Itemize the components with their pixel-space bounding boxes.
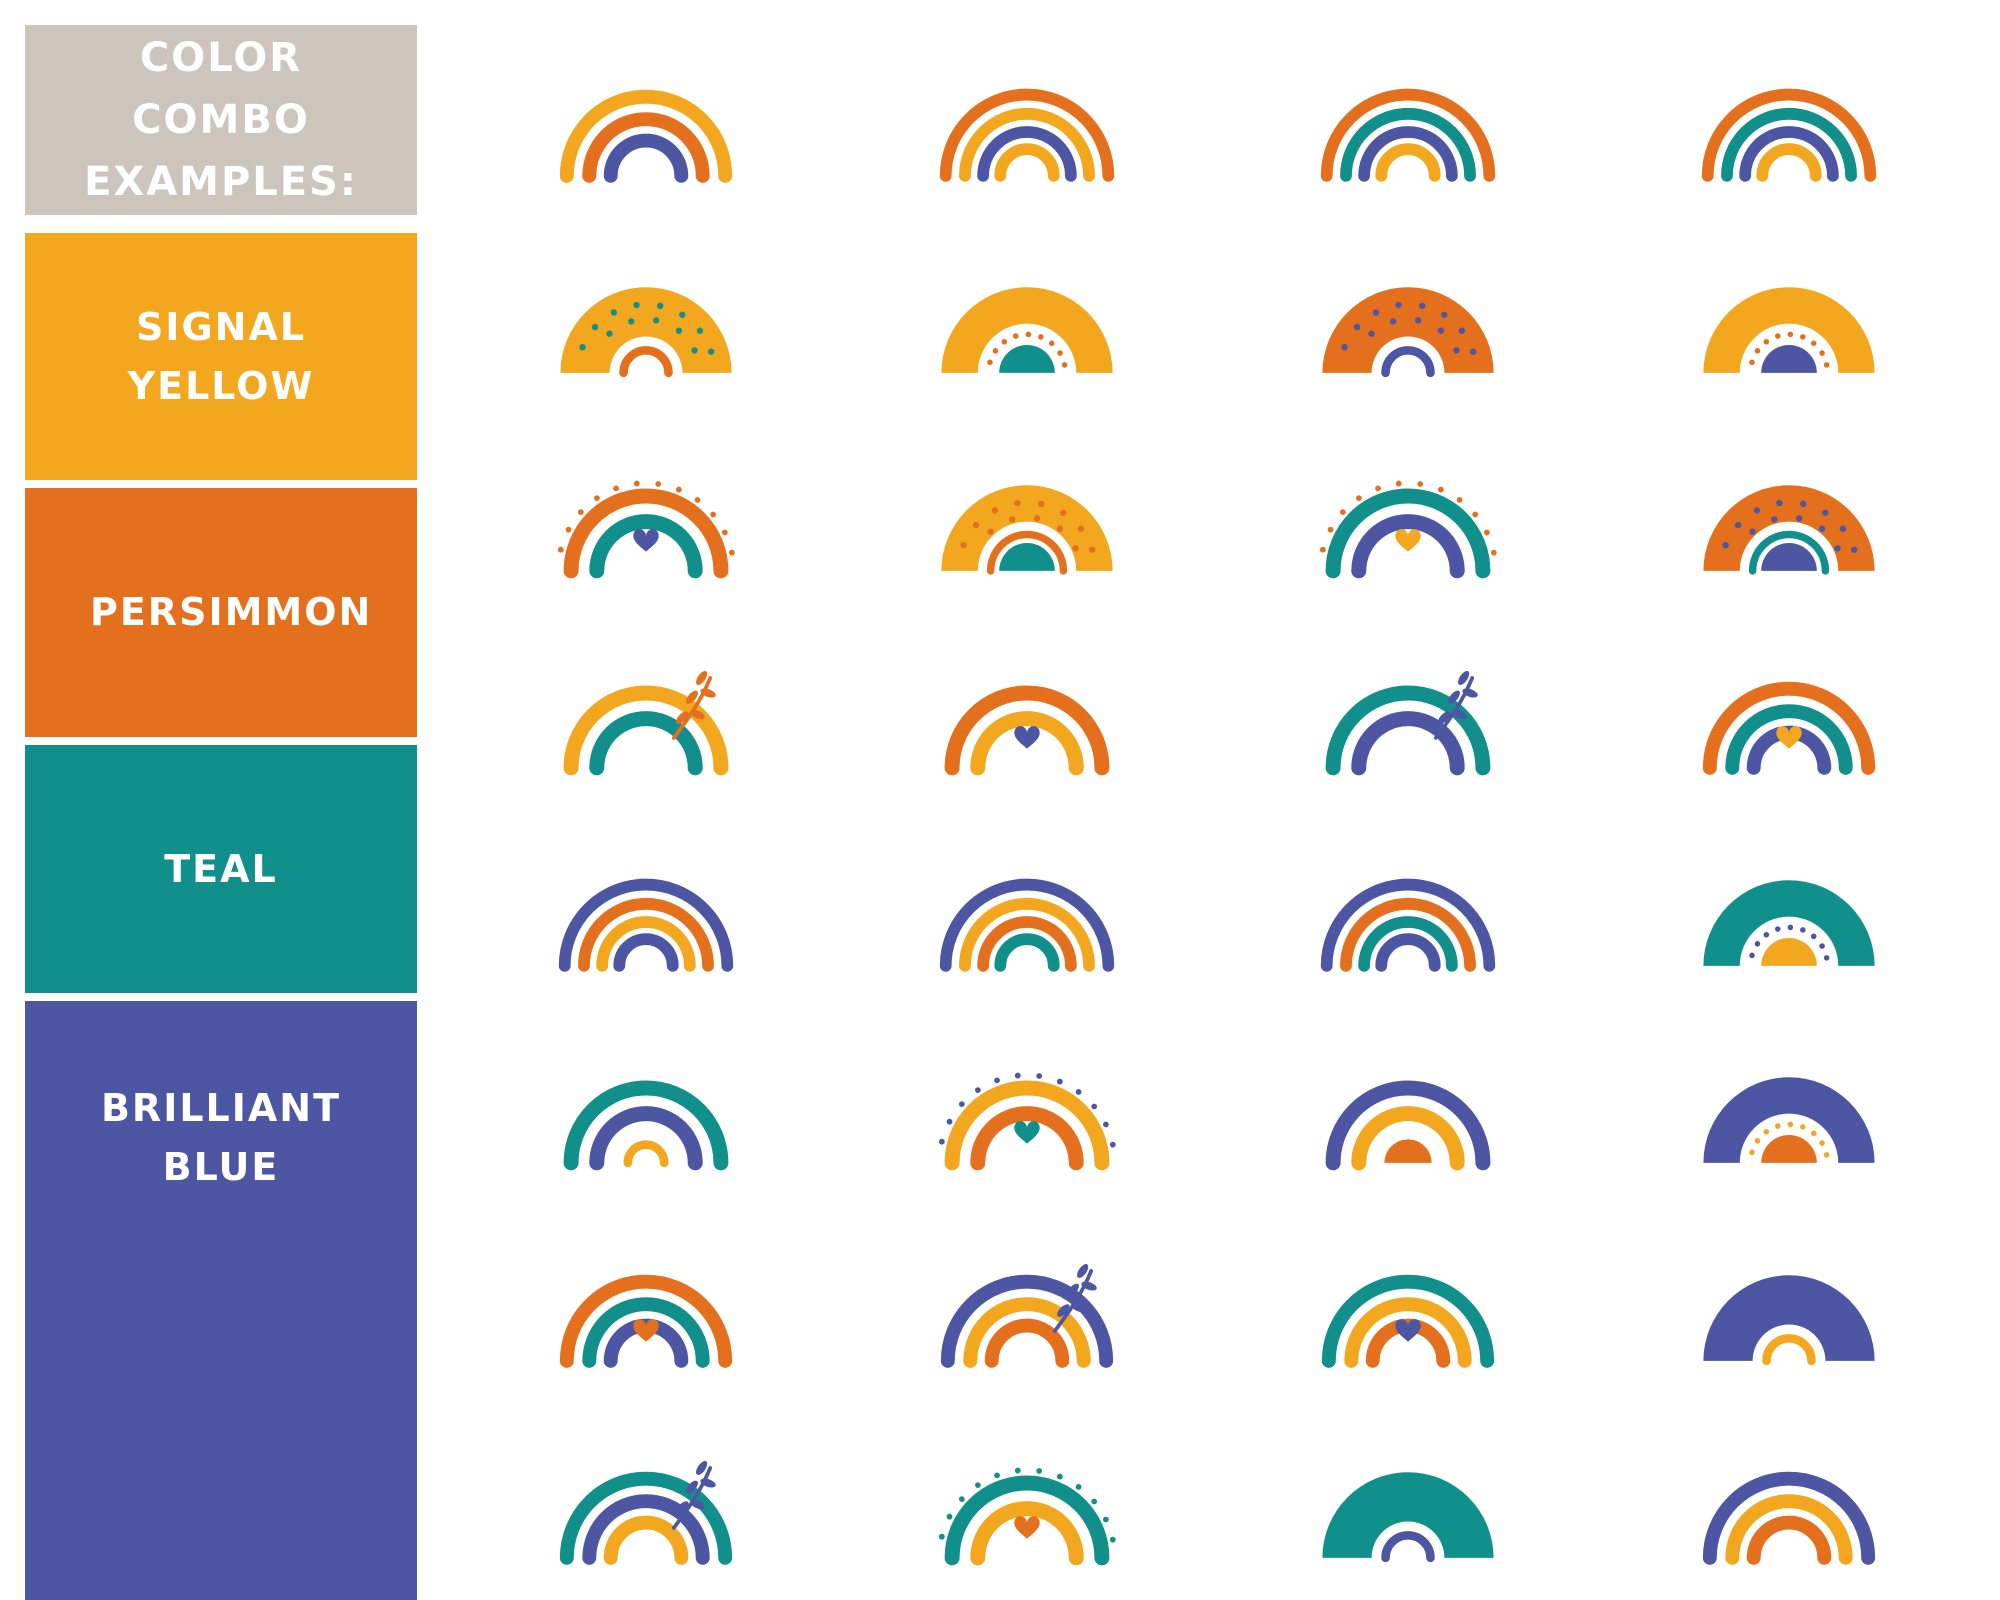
rainbow-illustration [939,878,1115,972]
rainbow-illustration [563,671,729,776]
rainbow-cell [455,405,836,603]
rainbow-cell [1599,603,1980,801]
rainbow-cell [455,10,836,208]
heart-icon [1395,528,1421,552]
rainbow-illustration [1703,1275,1875,1365]
rainbow-cell [1218,800,1599,998]
rainbow-illustration [944,685,1110,776]
heart-icon [1776,726,1803,749]
rainbow-cell [836,1195,1217,1393]
rainbow-cell [1599,998,1980,1196]
rainbow-illustration [1703,485,1875,575]
leaf-branch-icon [1434,671,1478,741]
rainbow-illustration [938,1072,1116,1171]
rainbow-illustration [1703,287,1875,374]
rainbow-cell [455,1195,836,1393]
rainbow-cell [836,405,1217,603]
rainbow-cell [1599,10,1980,208]
rainbow-illustration [1703,1077,1875,1164]
swatch-label: BRILLIANT BLUE [100,1086,342,1189]
heart-icon [632,528,659,552]
rainbow-cell [836,998,1217,1196]
swatch-persimmon: PERSIMMON [25,488,417,737]
rainbow-cell [455,603,836,801]
swatch-label: PERSIMMON [90,590,373,635]
rainbow-illustration [1320,88,1496,182]
legend-title-block: COLOR COMBO EXAMPLES: [25,25,417,215]
rainbow-cell [1218,998,1599,1196]
rainbow-illustration [1321,1274,1495,1368]
swatch-teal: TEAL [25,745,417,993]
rainbow-illustration [1703,880,1875,966]
rainbow-illustration [563,1080,729,1171]
rainbow-cell [1218,10,1599,208]
rainbow-cell [1599,800,1980,998]
leaf-branch-icon [671,671,716,741]
rainbow-illustration [1703,681,1876,776]
rainbow-cell [1218,208,1599,406]
rainbow-cell [1599,1393,1980,1591]
rainbow-illustration [1322,1472,1494,1563]
rainbow-illustration [1325,1080,1491,1171]
rainbow-illustration [1322,287,1494,378]
rainbow-cell [1218,603,1599,801]
rainbow-illustration [559,1274,732,1368]
rainbow-cell [836,800,1217,998]
rainbow-illustration [559,89,732,183]
rainbow-cell [455,998,836,1196]
rainbow-cell [455,800,836,998]
rainbow-illustration [941,485,1113,575]
rainbow-illustration [940,1263,1114,1368]
swatch-brilliant-blue: BRILLIANT BLUE [25,1001,417,1600]
rainbow-cell [455,1393,836,1591]
rainbow-illustration [1320,878,1496,972]
rainbow-illustration [939,88,1115,182]
rainbow-illustration [560,287,732,378]
swatch-signal-yellow: SIGNAL YELLOW [25,233,417,480]
rainbow-cell [1218,405,1599,603]
heart-icon [1014,1516,1040,1539]
swatch-label: TEAL [164,846,278,891]
rainbow-illustration [938,1467,1116,1566]
heart-icon [1395,1318,1421,1342]
rainbow-cell [836,10,1217,208]
heart-icon [1014,1121,1040,1144]
rainbow-cell [836,208,1217,406]
leaf-branch-icon [671,1461,716,1531]
rainbow-illustration [1320,480,1497,579]
heart-icon [632,1318,659,1342]
legend-title-text: COLOR COMBO EXAMPLES: [84,35,358,205]
swatch-label: SIGNAL YELLOW [127,304,315,408]
rainbow-grid [455,10,1980,1590]
rainbow-cell [836,1393,1217,1591]
rainbow-cell [1218,1195,1599,1393]
rainbow-cell [836,603,1217,801]
rainbow-illustration [1325,671,1491,776]
rainbow-illustration [557,480,735,579]
rainbow-cell [455,208,836,406]
rainbow-illustration [1702,88,1877,182]
rainbow-illustration [559,1461,732,1566]
rainbow-cell [1599,405,1980,603]
rainbow-illustration [558,878,733,972]
rainbow-cell [1599,208,1980,406]
rainbow-cell [1218,1393,1599,1591]
rainbow-illustration [1703,1471,1876,1566]
leaf-branch-icon [1052,1263,1097,1333]
rainbow-illustration [941,287,1113,374]
heart-icon [1014,726,1040,749]
rainbow-cell [1599,1195,1980,1393]
